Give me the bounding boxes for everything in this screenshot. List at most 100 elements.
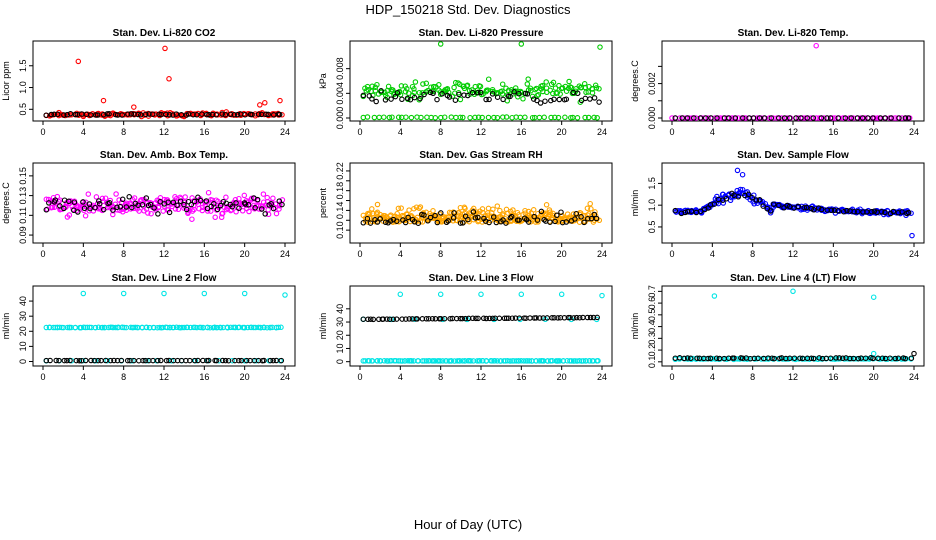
- data-point: [411, 86, 417, 92]
- x-tick-label: 12: [159, 249, 169, 259]
- data-point: [181, 324, 187, 331]
- data-point: [767, 208, 774, 214]
- data-point: [469, 315, 476, 322]
- data-point: [595, 358, 601, 364]
- data-point: [813, 42, 819, 49]
- data-point: [257, 102, 263, 108]
- data-point: [214, 206, 221, 213]
- data-point: [551, 96, 557, 103]
- data-point: [382, 219, 389, 226]
- panel-title: Stan. Dev. Line 4 (LT) Flow: [730, 273, 856, 284]
- data-point: [408, 358, 415, 364]
- y-tick-label: 0.18: [335, 182, 345, 200]
- x-tick-label: 4: [81, 249, 86, 259]
- data-point: [568, 114, 574, 121]
- data-point: [491, 114, 497, 121]
- data-point: [669, 115, 675, 121]
- y-tick-label: 0.09: [18, 226, 28, 244]
- data-point: [509, 315, 516, 321]
- data-point: [555, 315, 561, 321]
- data-point: [437, 358, 443, 364]
- data-point: [92, 204, 98, 211]
- x-tick-label: 0: [357, 249, 362, 259]
- data-point: [737, 186, 744, 193]
- x-tick-label: 16: [516, 249, 526, 259]
- data-point: [408, 114, 415, 121]
- y-tick-label: 0.11: [18, 207, 28, 224]
- data-point: [784, 115, 790, 121]
- data-point: [476, 358, 483, 364]
- data-point: [279, 112, 285, 118]
- panel-title: Stan. Dev. Li-820 Pressure: [419, 28, 544, 39]
- data-point: [394, 218, 400, 224]
- data-point: [432, 212, 438, 219]
- data-point: [592, 213, 599, 219]
- data-point: [276, 111, 283, 118]
- data-point: [374, 219, 381, 225]
- data-point: [143, 324, 150, 331]
- data-point: [591, 114, 597, 121]
- data-point: [267, 357, 274, 364]
- data-point: [143, 195, 150, 201]
- data-point: [859, 115, 866, 121]
- data-point: [423, 358, 430, 364]
- data-point: [260, 191, 267, 197]
- data-point: [106, 111, 112, 117]
- data-point: [191, 198, 198, 205]
- data-point: [189, 216, 195, 222]
- y-tick-label: 10: [335, 343, 345, 353]
- data-point: [188, 201, 195, 208]
- data-point: [550, 79, 557, 86]
- data-point: [168, 358, 175, 364]
- data-point: [474, 89, 481, 96]
- data-point: [191, 357, 198, 364]
- data-point: [490, 214, 497, 220]
- data-point: [441, 315, 448, 322]
- y-tick-label: 0.5: [647, 221, 657, 234]
- y-tick-label: 0.1: [647, 356, 657, 369]
- data-point: [399, 96, 405, 103]
- data-point: [563, 219, 570, 225]
- data-point: [398, 205, 404, 211]
- data-point: [241, 324, 248, 331]
- x-tick-label: 4: [81, 372, 86, 382]
- data-point: [503, 114, 510, 120]
- data-point: [165, 199, 172, 205]
- data-point: [360, 316, 367, 322]
- data-point: [543, 79, 549, 85]
- data-point: [478, 291, 484, 298]
- data-point: [516, 358, 522, 364]
- data-point: [573, 210, 580, 217]
- data-point: [421, 212, 427, 218]
- y-axis-label: Licor ppm: [1, 61, 11, 101]
- x-tick-label: 20: [557, 249, 567, 259]
- data-point: [497, 207, 503, 214]
- data-point: [705, 115, 711, 121]
- data-point: [241, 290, 248, 297]
- data-point: [415, 220, 422, 226]
- panel-1: Stan. Dev. Li-820 CO2 Licor ppm 0 4 8 12 16 20 2…: [1, 28, 296, 137]
- data-point: [522, 114, 528, 121]
- data-point: [848, 115, 855, 121]
- data-point: [403, 316, 409, 322]
- data-point: [543, 202, 550, 208]
- data-point: [406, 316, 413, 322]
- x-tick-label: 20: [240, 249, 250, 259]
- data-point: [394, 89, 401, 96]
- data-point: [500, 96, 506, 103]
- data-point: [700, 356, 706, 362]
- data-point: [804, 115, 810, 121]
- data-point: [241, 192, 248, 199]
- data-point: [515, 94, 521, 100]
- data-point: [726, 115, 732, 121]
- x-tick-label: 16: [199, 372, 209, 382]
- data-point: [585, 114, 592, 121]
- data-point: [222, 357, 229, 364]
- data-point: [395, 205, 402, 212]
- data-point: [549, 358, 556, 364]
- data-point: [499, 81, 506, 87]
- data-point: [369, 206, 375, 212]
- data-point: [52, 197, 59, 203]
- data-point: [278, 324, 284, 331]
- data-point: [370, 316, 377, 323]
